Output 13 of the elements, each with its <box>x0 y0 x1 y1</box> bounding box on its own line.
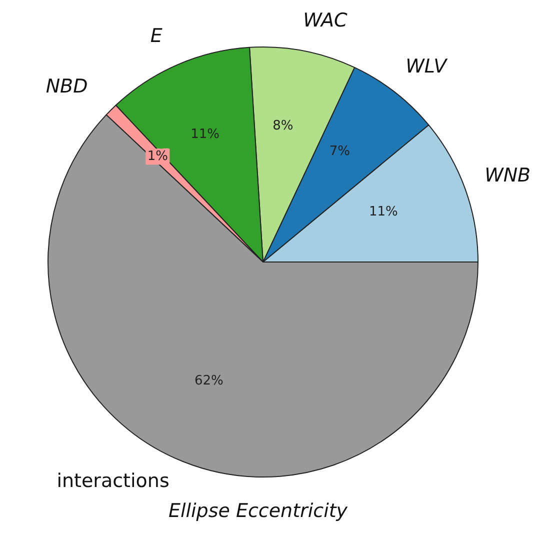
slice-label: WNB <box>484 164 531 186</box>
data-label: 11% <box>190 127 220 142</box>
slice-label: WAC <box>303 9 348 32</box>
data-label: 11% <box>368 204 398 220</box>
data-label: 62% <box>194 373 224 388</box>
slice-label: interactions <box>56 470 170 492</box>
data-label: 8% <box>272 118 294 134</box>
slice-label: NBD <box>46 76 88 98</box>
text: Ellipse Eccentricity <box>168 500 348 522</box>
data-label: 1% <box>147 149 168 164</box>
slice-label: WLV <box>406 56 449 78</box>
slice-label: E <box>150 25 162 48</box>
data-label: 7% <box>329 144 350 160</box>
